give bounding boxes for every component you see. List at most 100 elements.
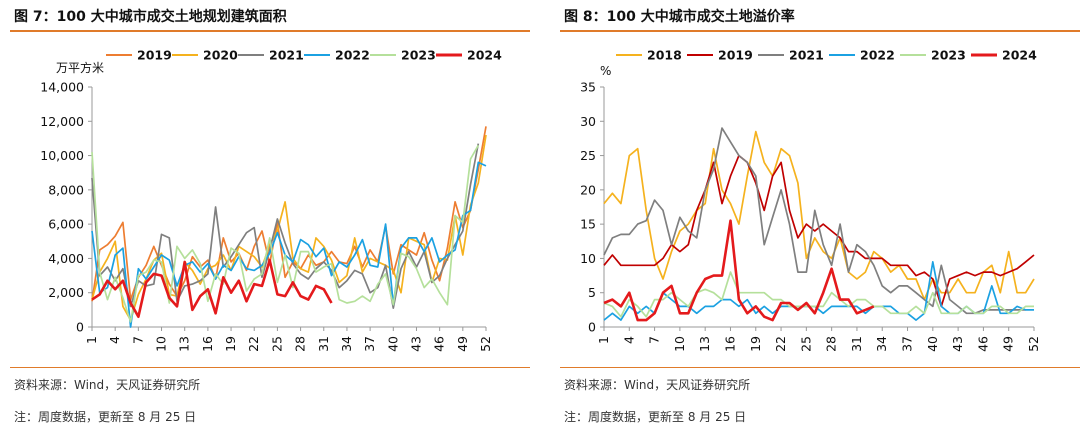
- figure-7-source: 资料来源：Wind，天风证券研究所: [14, 378, 201, 392]
- x-tick-label: 43: [408, 336, 423, 352]
- x-tick-label: 37: [900, 336, 915, 352]
- legend-item-2021: 2021: [238, 48, 304, 63]
- series-line-2020: [91, 134, 487, 321]
- legend-label: 2023: [401, 48, 436, 63]
- y-axis-label: %: [600, 64, 611, 78]
- legend-label: 2020: [203, 48, 238, 63]
- x-tick-label: 46: [432, 336, 447, 352]
- x-tick-label: 31: [316, 336, 331, 352]
- x-tick-label: 1: [84, 336, 99, 344]
- x-tick-label: 4: [107, 336, 122, 344]
- legend-item-2022: 2022: [304, 48, 370, 63]
- series-line-2023: [91, 144, 480, 323]
- x-tick-label: 16: [200, 336, 215, 352]
- figure-8-source: 资料来源：Wind，天风证券研究所: [564, 378, 751, 392]
- series-line-2024: [603, 219, 875, 322]
- legend-label: 2024: [1002, 48, 1037, 63]
- y-tick-label: 0: [76, 320, 84, 335]
- legend: 2019 2020 2021 2022 2023 2024: [106, 48, 502, 63]
- y-tick-label: 20: [580, 182, 596, 197]
- x-tick-label: 16: [722, 336, 737, 352]
- legend-item-2019: 2019: [687, 48, 753, 63]
- series-line-2024: [91, 258, 333, 319]
- legend-label: 2021: [789, 48, 824, 63]
- legend-item-2022: 2022: [829, 48, 895, 63]
- y-tick-label: 0: [588, 320, 596, 335]
- y-axis-label: 万平方米: [56, 60, 104, 75]
- x-tick-label: 25: [269, 336, 284, 352]
- y-tick-label: 35: [580, 80, 596, 95]
- series-line-2021: [91, 143, 480, 309]
- figure-8-note: 注：周度数据，更新至 8 月 25 日: [564, 410, 747, 424]
- legend-label: 2018: [647, 48, 682, 63]
- series-line-2021: [603, 127, 1026, 315]
- source-rule: [10, 367, 530, 368]
- x-tick-label: 13: [697, 336, 712, 352]
- legend: 2018 2019 2021 2022 2023 2024: [616, 48, 1037, 63]
- figure-8-title: 图 8：100 大中城市成交土地溢价率: [564, 9, 795, 25]
- legend-item-2021: 2021: [758, 48, 824, 63]
- x-tick-label: 40: [925, 336, 940, 352]
- x-tick-label: 19: [223, 336, 238, 352]
- figure-7-note: 注：周度数据，更新至 8 月 25 日: [14, 410, 197, 424]
- title-rule: [10, 30, 530, 32]
- figure-8-panel: 图 8：100 大中城市成交土地溢价率 2018 2019 2021 2022 2023…: [550, 0, 1080, 428]
- y-tick-label: 14,000: [40, 80, 84, 95]
- series-line-2022: [603, 261, 1034, 321]
- figure-8-chart: 2018 2019 2021 2022 2023 2024% 0 5 10 15 20 25 30 35 1…: [580, 48, 1041, 352]
- legend-item-2023: 2023: [900, 48, 966, 63]
- figure-7-panel: 图 7：100 大中城市成交土地规划建筑面积 2019 2020 2021 2022 2…: [0, 0, 530, 428]
- x-tick-label: 49: [1001, 336, 1016, 352]
- legend-label: 2021: [269, 48, 304, 63]
- x-tick-label: 22: [246, 336, 261, 352]
- series-line-2018: [603, 130, 1035, 301]
- x-tick-label: 52: [478, 336, 493, 352]
- source-rule: [560, 367, 1080, 368]
- x-tick-label: 13: [177, 336, 192, 352]
- x-tick-label: 4: [621, 336, 636, 344]
- x-tick-label: 19: [748, 336, 763, 352]
- legend-item-2019: 2019: [106, 48, 172, 63]
- y-tick-label: 10,000: [40, 148, 84, 163]
- x-tick-label: 25: [798, 336, 813, 352]
- x-tick-label: 52: [1026, 336, 1041, 352]
- legend-label: 2019: [718, 48, 753, 63]
- x-tick-label: 28: [824, 336, 839, 352]
- y-tick-label: 2,000: [48, 285, 84, 300]
- x-tick-label: 43: [950, 336, 965, 352]
- x-tick-label: 34: [874, 336, 889, 352]
- y-tick-label: 25: [580, 148, 596, 163]
- y-tick-label: 12,000: [40, 114, 84, 129]
- legend-item-2023: 2023: [370, 48, 436, 63]
- legend-item-2020: 2020: [172, 48, 238, 63]
- legend-label: 2022: [860, 48, 895, 63]
- y-tick-label: 5: [588, 285, 596, 300]
- y-tick-label: 10: [580, 251, 596, 266]
- legend-item-2024: 2024: [971, 48, 1037, 63]
- x-tick-label: 7: [647, 336, 662, 344]
- x-tick-label: 10: [154, 336, 169, 352]
- x-tick-label: 22: [773, 336, 788, 352]
- y-tick-label: 8,000: [48, 182, 84, 197]
- legend-item-2018: 2018: [616, 48, 682, 63]
- x-tick-label: 7: [130, 336, 145, 344]
- x-tick-label: 1: [596, 336, 611, 344]
- x-tick-label: 46: [975, 336, 990, 352]
- legend-item-2024: 2024: [436, 48, 502, 63]
- figure-7-chart: 2019 2020 2021 2022 2023 2024 万平方米 0 2,000 4,000 6…: [40, 48, 502, 352]
- figure-7-title: 图 7：100 大中城市成交土地规划建筑面积: [14, 9, 287, 25]
- y-tick-label: 4,000: [48, 251, 84, 266]
- x-tick-label: 31: [849, 336, 864, 352]
- x-tick-label: 49: [455, 336, 470, 352]
- x-tick-label: 37: [362, 336, 377, 352]
- legend-label: 2022: [335, 48, 370, 63]
- y-tick-label: 15: [580, 217, 596, 232]
- x-tick-label: 28: [293, 336, 308, 352]
- x-tick-label: 10: [672, 336, 687, 352]
- title-rule: [560, 30, 1080, 32]
- x-tick-label: 34: [339, 336, 354, 352]
- legend-label: 2024: [467, 48, 502, 63]
- y-tick-label: 6,000: [48, 217, 84, 232]
- legend-label: 2023: [931, 48, 966, 63]
- legend-label: 2019: [137, 48, 172, 63]
